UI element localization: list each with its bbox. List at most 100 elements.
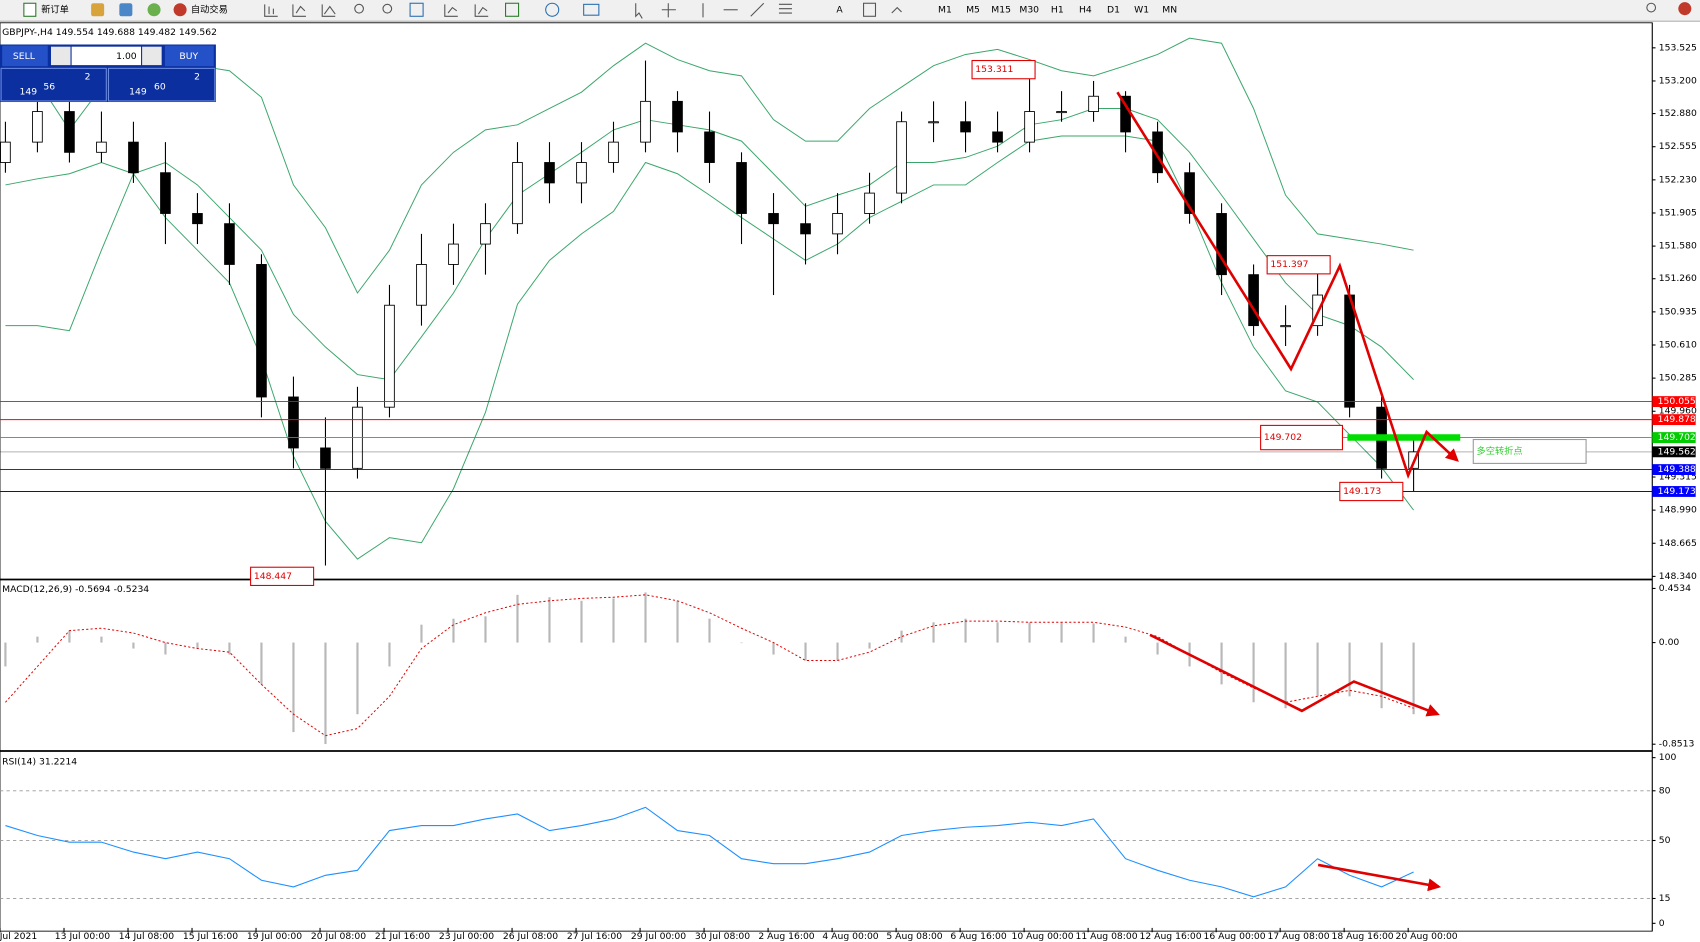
y-tick-label: 150.610	[1659, 339, 1697, 350]
icon[interactable]	[409, 2, 424, 17]
candle-body	[672, 100, 683, 133]
icon[interactable]	[292, 4, 306, 17]
icon[interactable]	[321, 4, 336, 17]
macd-bar	[964, 618, 967, 643]
icon[interactable]	[661, 3, 676, 18]
sell-big: 149	[20, 87, 38, 98]
candle-body	[512, 162, 523, 225]
icon[interactable]	[147, 3, 161, 17]
icon[interactable]	[264, 4, 278, 17]
icon[interactable]	[1646, 2, 1657, 13]
macd-bar	[1028, 622, 1031, 643]
candle-body	[768, 213, 779, 225]
icon[interactable]	[91, 3, 105, 17]
text-tool[interactable]: A	[836, 4, 843, 15]
y-tick-label: 148.340	[1659, 571, 1697, 582]
toolbar-button-auto-trading[interactable]: 自动交易	[173, 3, 228, 17]
x-tick-label: 18 Aug 16:00	[1332, 931, 1394, 942]
price-callout: 148.447	[254, 571, 292, 582]
price-level-box	[1652, 432, 1696, 443]
icon[interactable]	[750, 2, 765, 17]
buy-price: 60	[154, 81, 166, 92]
macd-bar	[1060, 622, 1063, 643]
timeframe-button[interactable]: M15	[991, 4, 1011, 15]
y-tick-label: 15	[1659, 893, 1671, 904]
y-tick-label: 148.990	[1659, 505, 1697, 516]
toolbar-button-new-order[interactable]: 新订单	[23, 2, 69, 17]
icon[interactable]	[545, 2, 560, 17]
macd-bar	[900, 630, 903, 643]
macd-bar	[836, 642, 839, 661]
macd-bar	[452, 618, 455, 643]
lot-value: 1.00	[116, 51, 137, 62]
x-tick-label: 20 Jul 08:00	[311, 931, 366, 942]
y-tick-label: 151.905	[1659, 207, 1697, 218]
y-tick-label: -0.8513	[1659, 739, 1695, 750]
icon[interactable]	[583, 3, 600, 16]
sell-price-box[interactable]	[0, 67, 107, 102]
icon[interactable]	[474, 4, 489, 17]
icon[interactable]	[354, 3, 364, 14]
timeframe-button[interactable]: H4	[1079, 4, 1092, 15]
price-level-box	[1652, 486, 1696, 497]
lot-up[interactable]	[142, 46, 162, 66]
icon[interactable]	[119, 3, 133, 17]
candle-body	[1184, 172, 1195, 214]
candle-body	[384, 304, 395, 408]
bollinger-band	[5, 135, 1414, 560]
y-tick-label: 100	[1659, 752, 1677, 763]
y-tick-label: 148.665	[1659, 538, 1697, 549]
sell-button[interactable]	[2, 45, 48, 67]
lot-input[interactable]	[71, 46, 142, 66]
macd-arrow	[1149, 633, 1440, 717]
macd-header: MACD(12,26,9) -0.5694 -0.5234	[2, 584, 149, 595]
macd-bar	[1124, 636, 1127, 643]
price-callout: 153.311	[975, 64, 1013, 75]
toolbar	[0, 0, 1700, 21]
timeframe-button[interactable]: M5	[966, 4, 980, 15]
price-callout-box	[971, 59, 1036, 80]
icon[interactable]	[891, 6, 902, 14]
icon[interactable]	[444, 4, 458, 17]
timeframe-button[interactable]: MN	[1162, 4, 1177, 15]
x-tick-label: Jul 2021	[0, 931, 37, 942]
timeframe-button[interactable]: H1	[1051, 4, 1064, 15]
x-tick-label: 23 Jul 00:00	[439, 931, 494, 942]
macd-bar	[196, 642, 199, 649]
icon[interactable]	[1678, 2, 1692, 16]
candle-body	[896, 121, 907, 194]
icon[interactable]	[382, 3, 393, 14]
annotation-box	[1472, 438, 1587, 464]
candle-body	[416, 264, 427, 306]
x-tick-label: 5 Aug 08:00	[886, 931, 942, 942]
x-tick-label: 2 Aug 16:00	[758, 931, 814, 942]
macd-bar	[1316, 642, 1319, 697]
candle-body	[1088, 95, 1099, 112]
macd-bar	[868, 642, 871, 649]
candle-body	[928, 121, 939, 124]
icon[interactable]	[778, 3, 792, 14]
macd-bar	[68, 630, 71, 643]
candle-body	[544, 162, 555, 184]
buy-price-box[interactable]	[107, 67, 216, 102]
macd-bar	[292, 642, 295, 733]
price-arrow	[1116, 91, 1459, 480]
candle-body	[64, 111, 75, 153]
timeframe-button[interactable]: D1	[1107, 4, 1120, 15]
icon[interactable]	[505, 2, 520, 17]
buy-button[interactable]	[164, 45, 214, 67]
rsi-arrow	[1317, 863, 1442, 892]
price-level-label: 149.562	[1658, 446, 1696, 457]
timeframe-button[interactable]: M30	[1019, 4, 1039, 15]
lot-down[interactable]	[50, 46, 71, 66]
x-tick-label: 15 Jul 16:00	[183, 931, 238, 942]
timeframe-button[interactable]: M1	[938, 4, 952, 15]
timeframe-button[interactable]: W1	[1134, 4, 1149, 15]
price-callout-box	[250, 566, 315, 587]
macd-bar	[228, 642, 231, 655]
price-callout-box	[1266, 255, 1331, 275]
icon[interactable]	[635, 3, 643, 19]
macd-bar	[644, 592, 647, 643]
icon[interactable]	[863, 2, 877, 17]
